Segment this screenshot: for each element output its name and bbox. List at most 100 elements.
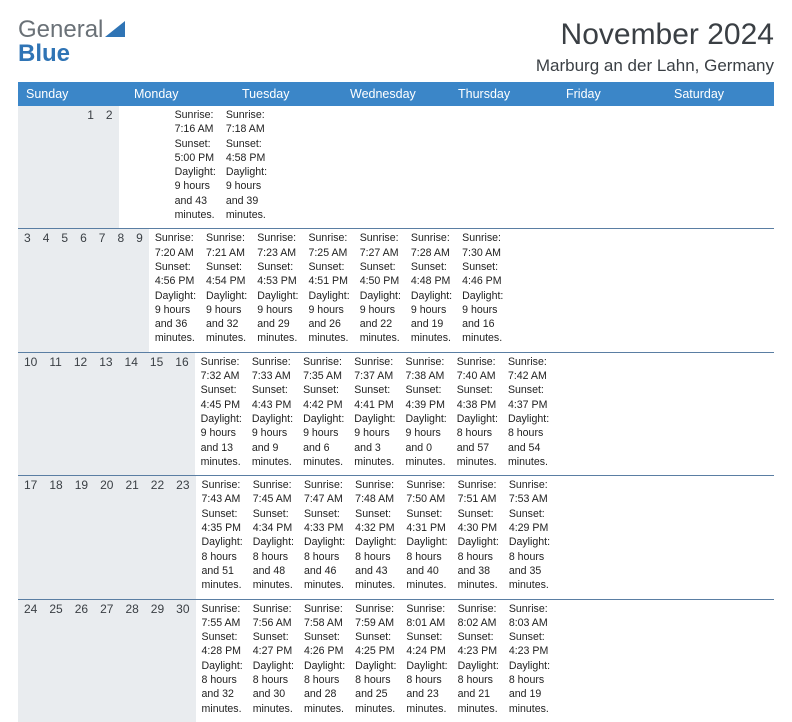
sunset-text: Sunset: 4:58 PM <box>226 137 267 166</box>
sunrise-text: Sunrise: 7:47 AM <box>304 478 345 507</box>
day-number: 27 <box>94 600 119 722</box>
day-cell: Sunrise: 8:01 AMSunset: 4:24 PMDaylight:… <box>400 600 451 722</box>
calendar-week: 17181920212223Sunrise: 7:43 AMSunset: 4:… <box>18 475 774 598</box>
sunrise-text: Sunrise: 7:28 AM <box>411 231 452 260</box>
day-cell <box>149 106 159 228</box>
sunset-text: Sunset: 4:48 PM <box>411 260 452 289</box>
daylight-text: Daylight: 9 hours and 36 minutes. <box>155 289 196 346</box>
sunset-text: Sunset: 4:23 PM <box>458 630 499 659</box>
sunrise-text: Sunrise: 7:37 AM <box>354 355 395 384</box>
sunrise-text: Sunrise: 7:30 AM <box>462 231 503 260</box>
day-cell: Sunrise: 8:03 AMSunset: 4:23 PMDaylight:… <box>503 600 554 722</box>
sunset-text: Sunset: 4:56 PM <box>155 260 196 289</box>
daylight-text: Daylight: 9 hours and 16 minutes. <box>462 289 503 346</box>
sunset-text: Sunset: 4:38 PM <box>457 383 498 412</box>
day-cell: Sunrise: 7:20 AMSunset: 4:56 PMDaylight:… <box>149 229 200 351</box>
day-cell: Sunrise: 7:40 AMSunset: 4:38 PMDaylight:… <box>451 353 502 475</box>
day-cell: Sunrise: 7:43 AMSunset: 4:35 PMDaylight:… <box>196 476 247 598</box>
day-number: 9 <box>130 229 149 351</box>
daylight-text: Daylight: 8 hours and 19 minutes. <box>509 659 550 716</box>
sunset-text: Sunset: 4:51 PM <box>308 260 349 289</box>
day-number: 22 <box>145 476 170 598</box>
calendar-body: 12Sunrise: 7:16 AMSunset: 5:00 PMDayligh… <box>18 106 774 722</box>
day-cell: Sunrise: 7:38 AMSunset: 4:39 PMDaylight:… <box>400 353 451 475</box>
day-number: 16 <box>169 353 194 475</box>
sunrise-text: Sunrise: 7:18 AM <box>226 108 267 137</box>
calendar-header-row: Sunday Monday Tuesday Wednesday Thursday… <box>18 82 774 106</box>
day-cell: Sunrise: 7:33 AMSunset: 4:43 PMDaylight:… <box>246 353 297 475</box>
sunset-text: Sunset: 4:28 PM <box>202 630 243 659</box>
sunrise-text: Sunrise: 8:01 AM <box>406 602 447 631</box>
sunrise-text: Sunrise: 7:56 AM <box>253 602 294 631</box>
day-cell: Sunrise: 7:51 AMSunset: 4:30 PMDaylight:… <box>452 476 503 598</box>
sunrise-text: Sunrise: 7:45 AM <box>253 478 294 507</box>
daynum-row: 10111213141516 <box>18 353 195 475</box>
calendar-week: 10111213141516Sunrise: 7:32 AMSunset: 4:… <box>18 352 774 475</box>
sunrise-text: Sunrise: 7:51 AM <box>458 478 499 507</box>
day-number <box>69 106 82 228</box>
sunset-text: Sunset: 4:53 PM <box>257 260 298 289</box>
day-number <box>56 106 69 228</box>
day-number: 19 <box>69 476 94 598</box>
day-number <box>43 106 56 228</box>
day-number: 18 <box>43 476 68 598</box>
sunrise-text: Sunrise: 7:21 AM <box>206 231 247 260</box>
day-number: 1 <box>81 106 100 228</box>
sunrise-text: Sunrise: 7:59 AM <box>355 602 396 631</box>
sunset-text: Sunset: 4:32 PM <box>355 507 396 536</box>
sunrise-text: Sunrise: 7:53 AM <box>509 478 550 507</box>
daylight-text: Daylight: 9 hours and 43 minutes. <box>175 165 216 222</box>
sunrise-text: Sunrise: 7:25 AM <box>308 231 349 260</box>
daylight-text: Daylight: 8 hours and 43 minutes. <box>355 535 396 592</box>
sunrise-text: Sunrise: 7:42 AM <box>508 355 549 384</box>
day-number: 11 <box>43 353 67 475</box>
daylight-text: Daylight: 8 hours and 48 minutes. <box>253 535 294 592</box>
day-cell <box>139 106 149 228</box>
daylight-text: Daylight: 8 hours and 57 minutes. <box>457 412 498 469</box>
daylight-text: Daylight: 9 hours and 26 minutes. <box>308 289 349 346</box>
day-cell: Sunrise: 7:37 AMSunset: 4:41 PMDaylight:… <box>348 353 399 475</box>
daydata-row: Sunrise: 7:55 AMSunset: 4:28 PMDaylight:… <box>196 600 555 722</box>
daylight-text: Daylight: 9 hours and 6 minutes. <box>303 412 344 469</box>
daylight-text: Daylight: 8 hours and 32 minutes. <box>202 659 243 716</box>
dayname-wednesday: Wednesday <box>342 82 450 106</box>
daylight-text: Daylight: 9 hours and 0 minutes. <box>406 412 447 469</box>
sunset-text: Sunset: 4:27 PM <box>253 630 294 659</box>
day-cell: Sunrise: 7:21 AMSunset: 4:54 PMDaylight:… <box>200 229 251 351</box>
day-cell: Sunrise: 7:55 AMSunset: 4:28 PMDaylight:… <box>196 600 247 722</box>
day-number: 25 <box>43 600 68 722</box>
daylight-text: Daylight: 9 hours and 13 minutes. <box>201 412 242 469</box>
sunset-text: Sunset: 4:29 PM <box>509 507 550 536</box>
day-cell: Sunrise: 7:53 AMSunset: 4:29 PMDaylight:… <box>503 476 554 598</box>
dayname-sunday: Sunday <box>18 82 126 106</box>
day-cell: Sunrise: 7:28 AMSunset: 4:48 PMDaylight:… <box>405 229 456 351</box>
day-cell: Sunrise: 7:18 AMSunset: 4:58 PMDaylight:… <box>220 106 271 228</box>
day-number: 8 <box>111 229 130 351</box>
daylight-text: Daylight: 8 hours and 30 minutes. <box>253 659 294 716</box>
sunset-text: Sunset: 4:54 PM <box>206 260 247 289</box>
calendar-week: 3456789Sunrise: 7:20 AMSunset: 4:56 PMDa… <box>18 228 774 351</box>
sunset-text: Sunset: 4:43 PM <box>252 383 293 412</box>
sunrise-text: Sunrise: 7:40 AM <box>457 355 498 384</box>
day-number: 10 <box>18 353 43 475</box>
day-cell: Sunrise: 7:59 AMSunset: 4:25 PMDaylight:… <box>349 600 400 722</box>
page-title: November 2024 <box>536 18 774 52</box>
daydata-row: Sunrise: 7:32 AMSunset: 4:45 PMDaylight:… <box>195 353 554 475</box>
daylight-text: Daylight: 8 hours and 35 minutes. <box>509 535 550 592</box>
calendar-week: 24252627282930Sunrise: 7:55 AMSunset: 4:… <box>18 599 774 722</box>
day-number: 30 <box>170 600 195 722</box>
daylight-text: Daylight: 9 hours and 22 minutes. <box>360 289 401 346</box>
sunrise-text: Sunrise: 7:33 AM <box>252 355 293 384</box>
sunset-text: Sunset: 4:46 PM <box>462 260 503 289</box>
daydata-row: Sunrise: 7:43 AMSunset: 4:35 PMDaylight:… <box>196 476 555 598</box>
sunrise-text: Sunrise: 7:27 AM <box>360 231 401 260</box>
sunset-text: Sunset: 4:39 PM <box>406 383 447 412</box>
sunrise-text: Sunrise: 7:58 AM <box>304 602 345 631</box>
logo: General Blue <box>18 18 125 66</box>
day-cell: Sunrise: 7:23 AMSunset: 4:53 PMDaylight:… <box>251 229 302 351</box>
day-cell <box>129 106 139 228</box>
sunrise-text: Sunrise: 7:20 AM <box>155 231 196 260</box>
daylight-text: Daylight: 9 hours and 39 minutes. <box>226 165 267 222</box>
sunrise-text: Sunrise: 7:23 AM <box>257 231 298 260</box>
sunset-text: Sunset: 4:30 PM <box>458 507 499 536</box>
